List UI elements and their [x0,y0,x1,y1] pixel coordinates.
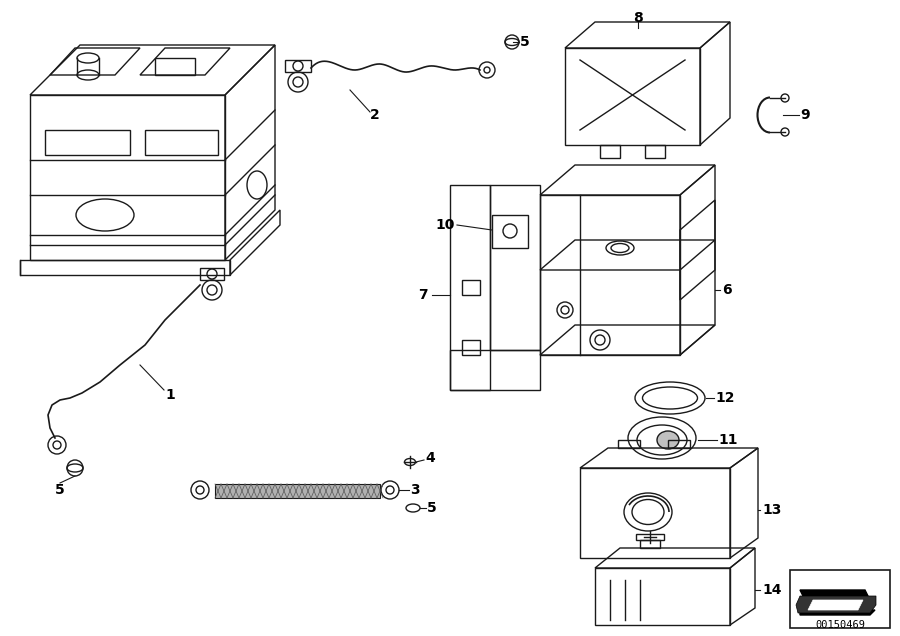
Text: 12: 12 [715,391,734,405]
Text: 2: 2 [370,108,380,122]
Text: 9: 9 [800,108,810,122]
Text: 10: 10 [436,218,455,232]
Text: 4: 4 [425,451,435,465]
Text: 13: 13 [762,503,781,517]
Text: 00150469: 00150469 [815,620,865,630]
Text: 3: 3 [410,483,419,497]
Text: 14: 14 [762,583,781,597]
Ellipse shape [657,431,679,449]
Text: 6: 6 [722,283,732,297]
Text: 5: 5 [427,501,436,515]
Polygon shape [215,484,380,498]
Text: 5: 5 [55,483,65,497]
Polygon shape [808,600,863,610]
Polygon shape [800,590,870,600]
Text: 1: 1 [165,388,175,402]
Polygon shape [800,610,875,615]
Text: 11: 11 [718,433,737,447]
Text: 7: 7 [418,288,428,302]
Text: 5: 5 [520,35,530,49]
Bar [790,570,890,628]
Polygon shape [796,596,876,613]
Text: 8: 8 [633,11,643,25]
